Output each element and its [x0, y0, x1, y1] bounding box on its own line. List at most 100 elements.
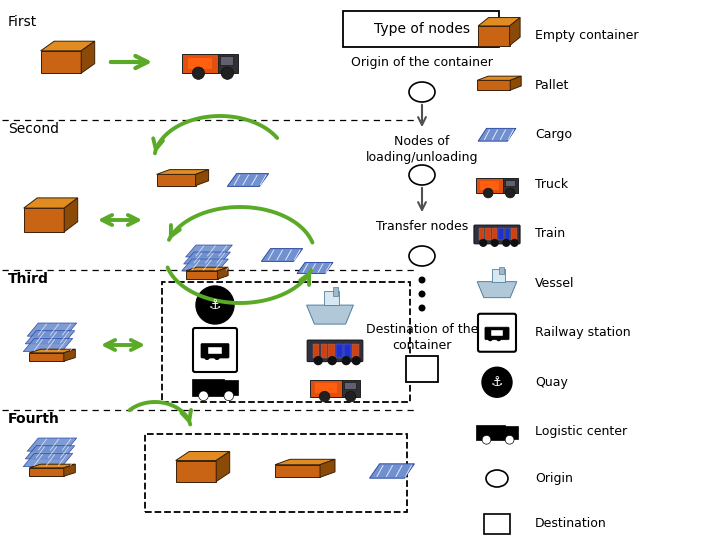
- FancyBboxPatch shape: [192, 379, 224, 396]
- Polygon shape: [297, 262, 333, 273]
- FancyBboxPatch shape: [345, 344, 351, 358]
- FancyBboxPatch shape: [491, 330, 503, 336]
- Text: Quay: Quay: [535, 376, 568, 389]
- Circle shape: [484, 188, 493, 198]
- FancyBboxPatch shape: [505, 426, 518, 439]
- FancyBboxPatch shape: [313, 344, 319, 358]
- Ellipse shape: [409, 82, 435, 102]
- Polygon shape: [40, 51, 82, 73]
- Text: Type of nodes: Type of nodes: [374, 22, 470, 36]
- Polygon shape: [306, 305, 353, 324]
- FancyBboxPatch shape: [503, 178, 518, 193]
- Circle shape: [418, 305, 425, 311]
- Text: Origin: Origin: [535, 472, 573, 485]
- Polygon shape: [184, 252, 230, 264]
- Polygon shape: [26, 446, 74, 459]
- Circle shape: [214, 354, 220, 360]
- Circle shape: [192, 67, 205, 79]
- FancyBboxPatch shape: [307, 340, 363, 362]
- FancyBboxPatch shape: [480, 181, 498, 190]
- Ellipse shape: [409, 165, 435, 185]
- FancyBboxPatch shape: [193, 328, 237, 372]
- Circle shape: [482, 367, 512, 397]
- FancyBboxPatch shape: [511, 228, 517, 240]
- Polygon shape: [64, 349, 75, 361]
- Polygon shape: [82, 41, 95, 73]
- FancyBboxPatch shape: [201, 344, 229, 358]
- FancyBboxPatch shape: [324, 290, 340, 305]
- FancyBboxPatch shape: [474, 225, 520, 244]
- Polygon shape: [23, 208, 65, 232]
- Text: Second: Second: [8, 122, 59, 136]
- Polygon shape: [186, 271, 218, 279]
- Polygon shape: [196, 169, 208, 185]
- FancyBboxPatch shape: [145, 434, 407, 512]
- Polygon shape: [29, 464, 75, 468]
- Text: Train: Train: [535, 227, 565, 240]
- Circle shape: [196, 286, 234, 324]
- Text: ⚓: ⚓: [491, 375, 503, 389]
- Polygon shape: [157, 169, 208, 174]
- Polygon shape: [186, 245, 233, 257]
- FancyBboxPatch shape: [485, 228, 491, 240]
- Circle shape: [221, 67, 233, 79]
- Text: Logistic center: Logistic center: [535, 425, 627, 438]
- FancyBboxPatch shape: [345, 382, 356, 389]
- Circle shape: [345, 391, 356, 402]
- Polygon shape: [182, 259, 228, 271]
- Text: Destination of the
container: Destination of the container: [366, 323, 478, 352]
- Polygon shape: [478, 128, 516, 141]
- FancyBboxPatch shape: [478, 314, 516, 352]
- FancyBboxPatch shape: [492, 270, 505, 282]
- Polygon shape: [40, 41, 95, 51]
- Text: Nodes of
loading/unloading: Nodes of loading/unloading: [366, 135, 479, 164]
- Circle shape: [314, 357, 322, 365]
- Text: Transfer nodes: Transfer nodes: [376, 220, 468, 233]
- Polygon shape: [26, 331, 74, 344]
- Polygon shape: [477, 80, 510, 90]
- Ellipse shape: [486, 470, 508, 487]
- FancyBboxPatch shape: [484, 514, 510, 534]
- Circle shape: [488, 336, 493, 341]
- FancyBboxPatch shape: [336, 344, 343, 358]
- Circle shape: [342, 357, 350, 365]
- FancyBboxPatch shape: [182, 53, 218, 73]
- Circle shape: [511, 239, 518, 246]
- Text: Origin of the container: Origin of the container: [351, 56, 493, 69]
- FancyBboxPatch shape: [406, 356, 438, 382]
- Polygon shape: [27, 323, 77, 336]
- FancyBboxPatch shape: [218, 53, 238, 73]
- Polygon shape: [186, 267, 228, 271]
- FancyBboxPatch shape: [505, 180, 515, 186]
- FancyBboxPatch shape: [479, 228, 484, 240]
- Polygon shape: [275, 465, 320, 477]
- FancyBboxPatch shape: [220, 57, 233, 65]
- Circle shape: [418, 290, 425, 298]
- Ellipse shape: [409, 246, 435, 266]
- FancyBboxPatch shape: [352, 344, 359, 358]
- FancyBboxPatch shape: [316, 383, 337, 393]
- FancyBboxPatch shape: [208, 347, 222, 354]
- Circle shape: [480, 239, 486, 246]
- Polygon shape: [478, 18, 520, 26]
- FancyBboxPatch shape: [499, 267, 503, 274]
- FancyBboxPatch shape: [310, 380, 342, 397]
- Polygon shape: [29, 349, 75, 353]
- Polygon shape: [64, 464, 75, 476]
- FancyBboxPatch shape: [223, 381, 238, 395]
- Text: Third: Third: [8, 272, 49, 286]
- Circle shape: [482, 436, 491, 444]
- Polygon shape: [23, 453, 73, 466]
- Text: Pallet: Pallet: [535, 79, 569, 92]
- Circle shape: [319, 391, 330, 402]
- FancyBboxPatch shape: [333, 287, 337, 295]
- FancyBboxPatch shape: [328, 344, 335, 358]
- FancyBboxPatch shape: [491, 228, 497, 240]
- Polygon shape: [23, 338, 73, 351]
- Text: Truck: Truck: [535, 178, 568, 191]
- Circle shape: [491, 239, 498, 246]
- Text: Destination: Destination: [535, 517, 607, 530]
- Polygon shape: [157, 174, 196, 185]
- Circle shape: [506, 436, 514, 444]
- FancyBboxPatch shape: [342, 380, 360, 397]
